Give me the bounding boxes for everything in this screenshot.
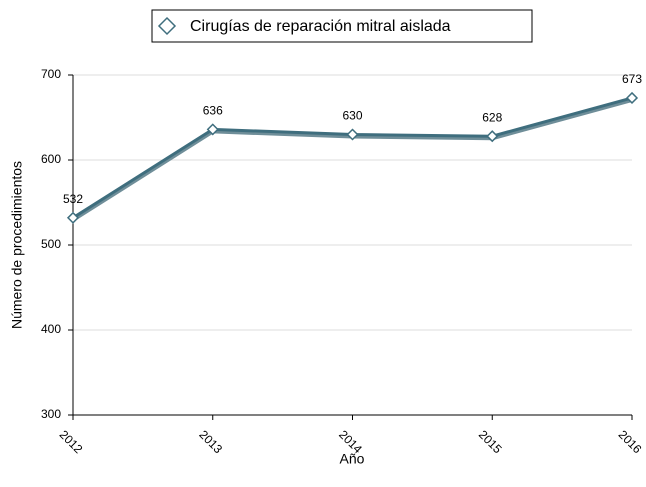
value-label: 673 — [622, 72, 642, 86]
y-tick-label: 400 — [41, 322, 61, 336]
y-tick-label: 700 — [41, 67, 61, 81]
x-tick-label: 2015 — [476, 427, 505, 456]
x-tick-label: 2013 — [196, 427, 225, 456]
legend-box — [151, 9, 533, 43]
y-axis-title: Número de procedimientos — [9, 161, 25, 329]
x-tick-label: 2016 — [616, 427, 645, 456]
y-tick-label: 300 — [41, 407, 61, 421]
y-tick-label: 500 — [41, 237, 61, 251]
x-tick-label: 2012 — [57, 427, 86, 456]
marker — [346, 128, 359, 141]
value-label: 636 — [203, 104, 223, 118]
value-label: 630 — [342, 109, 362, 123]
legend-marker — [157, 16, 177, 36]
marker — [486, 130, 499, 143]
value-label: 628 — [482, 110, 502, 124]
marker — [625, 91, 639, 105]
marker — [206, 123, 219, 136]
x-axis-title: Año — [340, 451, 365, 467]
marker — [66, 211, 80, 224]
legend-label: Cirugías de reparación mitral aislada — [190, 18, 451, 35]
y-tick-label: 600 — [41, 152, 61, 166]
value-label: 532 — [63, 192, 83, 206]
